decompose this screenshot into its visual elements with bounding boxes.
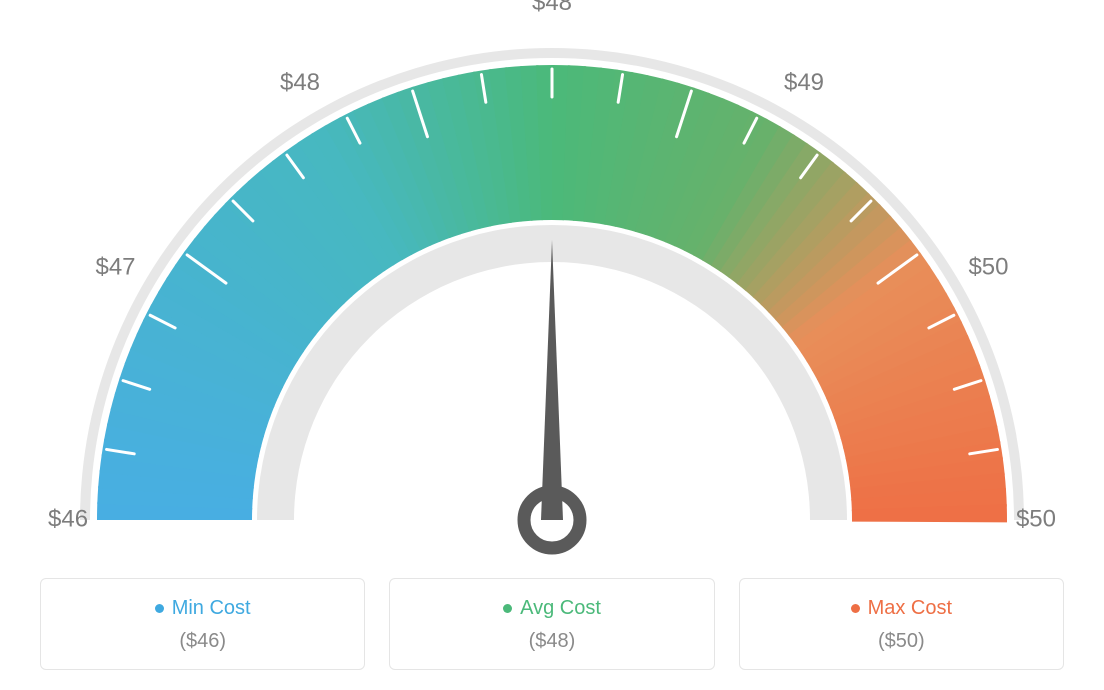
svg-text:$50: $50 xyxy=(968,253,1008,280)
legend-value-avg: ($48) xyxy=(400,630,703,653)
legend-label-max: Max Cost xyxy=(868,597,952,620)
legend-label-min: Min Cost xyxy=(172,597,251,620)
legend-row: Min Cost ($46) Avg Cost ($48) Max Cost (… xyxy=(40,578,1064,670)
legend-value-min: ($46) xyxy=(51,630,354,653)
legend-dot-min xyxy=(155,604,164,613)
gauge: $46 $47 $48 $48 $49 $50 $50 xyxy=(0,0,1104,560)
svg-text:$50: $50 xyxy=(1016,505,1056,532)
svg-text:$48: $48 xyxy=(280,69,320,96)
legend-card-min: Min Cost ($46) xyxy=(40,578,365,670)
legend-card-avg: Avg Cost ($48) xyxy=(389,578,714,670)
svg-text:$48: $48 xyxy=(532,0,572,16)
legend-dot-max xyxy=(851,604,860,613)
svg-text:$46: $46 xyxy=(48,505,88,532)
svg-text:$49: $49 xyxy=(784,69,824,96)
svg-text:$47: $47 xyxy=(95,253,135,280)
legend-value-max: ($50) xyxy=(750,630,1053,653)
legend-label-avg: Avg Cost xyxy=(520,597,601,620)
legend-card-max: Max Cost ($50) xyxy=(739,578,1064,670)
gauge-chart-container: $46 $47 $48 $48 $49 $50 $50 Min Cost ($46) Avg… xyxy=(0,0,1104,690)
legend-dot-avg xyxy=(503,604,512,613)
